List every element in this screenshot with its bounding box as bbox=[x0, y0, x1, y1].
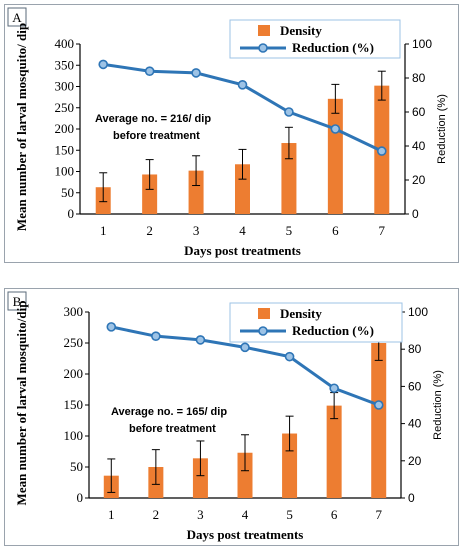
reduction-point bbox=[284, 351, 295, 362]
left-tick-label: 0 bbox=[68, 206, 75, 221]
density-bar bbox=[192, 458, 208, 498]
reduction-point bbox=[329, 383, 339, 394]
reduction-point bbox=[195, 335, 206, 345]
reduction-point bbox=[240, 342, 250, 353]
reduction-point bbox=[98, 59, 109, 70]
legend-density-label: Density bbox=[280, 306, 322, 321]
x-tick-label: 1 bbox=[100, 223, 107, 238]
density-bar bbox=[282, 433, 298, 498]
right-tick-label: 40 bbox=[408, 417, 422, 431]
reduction-point bbox=[191, 68, 201, 78]
density-bar bbox=[188, 170, 204, 214]
annotation-line-2: before treatment bbox=[129, 423, 216, 435]
left-tick-label: 50 bbox=[70, 459, 83, 474]
left-tick-label: 200 bbox=[64, 366, 84, 381]
x-axis-title: Days post treatments bbox=[184, 243, 301, 258]
reduction-point bbox=[144, 66, 155, 76]
reduction-point bbox=[284, 107, 294, 117]
chart-panel-a: A 0 50 100 150 200 250 300 350 400 0 20 40 60 80 100 1 2 3… bbox=[4, 4, 459, 263]
annotation-line-1: Average no. = 165/ dip bbox=[111, 406, 227, 418]
right-tick-label: 80 bbox=[412, 71, 426, 85]
legend-reduction-label: Reduction (%) bbox=[292, 40, 374, 55]
left-tick-label: 150 bbox=[64, 397, 84, 412]
reduction-point bbox=[330, 124, 341, 134]
left-tick-label: 0 bbox=[77, 490, 84, 505]
reduction-point bbox=[373, 400, 384, 410]
y-axis-title: Mean number of larval mosquito/ dip bbox=[14, 23, 29, 231]
x-axis-title: Days post treatments bbox=[187, 527, 304, 542]
left-tick-label: 250 bbox=[55, 100, 75, 115]
density-bar bbox=[371, 343, 387, 498]
density-bar bbox=[327, 98, 343, 214]
x-tick-label: 6 bbox=[332, 223, 339, 238]
annotation-line-2: before treatment bbox=[113, 130, 200, 142]
right-tick-label: 0 bbox=[408, 491, 415, 505]
y2-axis-title: Reduction (%) bbox=[432, 370, 444, 440]
reduction-point bbox=[106, 322, 117, 332]
right-tick-label: 20 bbox=[408, 454, 422, 468]
y2-axis-title: Reduction (%) bbox=[436, 94, 448, 164]
left-tick-label: 400 bbox=[55, 36, 75, 51]
reduction-point bbox=[151, 331, 161, 341]
density-bar bbox=[235, 164, 250, 214]
x-tick-label: 7 bbox=[379, 223, 386, 238]
x-tick-label: 3 bbox=[197, 507, 204, 522]
right-tick-label: 20 bbox=[412, 173, 426, 187]
density-bar bbox=[281, 143, 297, 214]
panel-letter-box bbox=[7, 7, 27, 27]
x-tick-label: 3 bbox=[193, 223, 200, 238]
y-axis-title: Mean number of larval mosquito/dip bbox=[14, 301, 29, 506]
x-tick-label: 5 bbox=[286, 223, 293, 238]
chart-b-svg: B 0 50 100 150 200 250 300 0 20 40 60 80 100 1 2 3 4 5 6 7 Da… bbox=[7, 291, 444, 542]
panel-letter-box bbox=[7, 291, 27, 311]
right-tick-label: 100 bbox=[412, 37, 432, 51]
right-tick-label: 100 bbox=[408, 305, 428, 319]
left-tick-label: 350 bbox=[55, 57, 75, 72]
chart-a-svg: A 0 50 100 150 200 250 300 350 400 0 20 40 60 80 100 1 2 3… bbox=[7, 7, 448, 258]
density-bar bbox=[142, 174, 158, 214]
right-tick-label: 60 bbox=[408, 379, 422, 393]
reduction-point bbox=[237, 80, 248, 90]
x-tick-label: 7 bbox=[375, 507, 382, 522]
legend-density-swatch bbox=[258, 25, 270, 36]
right-tick-label: 40 bbox=[412, 139, 426, 153]
left-tick-label: 150 bbox=[55, 142, 75, 157]
panel-letter: A bbox=[12, 10, 22, 25]
x-tick-label: 2 bbox=[146, 223, 153, 238]
legend-density-label: Density bbox=[280, 23, 322, 38]
legend-density-swatch bbox=[258, 308, 270, 319]
left-tick-label: 200 bbox=[55, 121, 75, 136]
right-tick-label: 80 bbox=[408, 342, 422, 356]
x-tick-label: 4 bbox=[242, 507, 249, 522]
left-tick-label: 50 bbox=[61, 185, 74, 200]
right-tick-label: 0 bbox=[412, 207, 419, 221]
left-tick-label: 250 bbox=[64, 335, 84, 350]
legend-reduction-marker bbox=[258, 43, 268, 53]
right-tick-label: 60 bbox=[412, 105, 426, 119]
chart-panel-b: B 0 50 100 150 200 250 300 0 20 40 60 80 100 1 2 3 4 5 6 7 Da… bbox=[4, 288, 459, 546]
x-tick-label: 6 bbox=[331, 507, 338, 522]
density-bar bbox=[326, 405, 342, 498]
x-tick-label: 1 bbox=[108, 507, 115, 522]
annotation-line-1: Average no. = 216/ dip bbox=[95, 113, 211, 125]
left-tick-label: 300 bbox=[55, 79, 75, 94]
left-tick-label: 300 bbox=[64, 304, 84, 319]
x-tick-label: 2 bbox=[153, 507, 160, 522]
x-tick-label: 5 bbox=[286, 507, 293, 522]
panel-letter: B bbox=[13, 294, 22, 309]
left-tick-label: 100 bbox=[64, 428, 84, 443]
left-tick-label: 100 bbox=[55, 164, 75, 179]
x-tick-label: 4 bbox=[239, 223, 246, 238]
legend-reduction-label: Reduction (%) bbox=[292, 323, 374, 338]
legend-reduction-marker bbox=[258, 326, 268, 336]
reduction-point bbox=[376, 146, 387, 156]
density-bar bbox=[237, 452, 253, 498]
